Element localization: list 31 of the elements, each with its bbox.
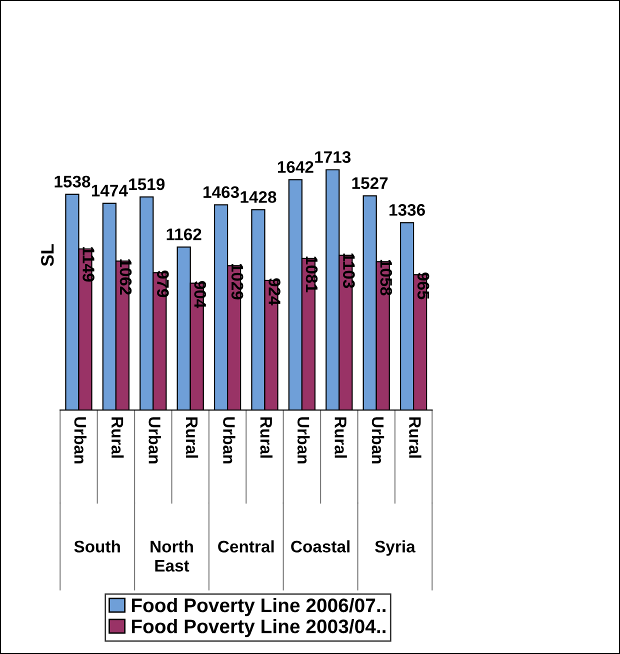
text: Syria xyxy=(375,540,416,556)
data-label: 1527 xyxy=(352,177,388,190)
data-label: 1474 xyxy=(92,184,128,196)
x-tick-label: Urban xyxy=(372,417,384,464)
x-tick-label: Urban xyxy=(148,417,161,464)
y-axis-title: SL xyxy=(41,244,54,266)
legend-label: Food Poverty Line 2006/07.. xyxy=(132,598,386,616)
data-label: 1058 xyxy=(380,260,392,296)
x-tick-label: Rural xyxy=(409,417,422,458)
data-label: 1336 xyxy=(390,204,425,216)
text: Central xyxy=(218,540,274,552)
text: South xyxy=(74,540,120,552)
legend-label: Food Poverty Line 2003/04.. xyxy=(132,618,386,638)
data-label: 1428 xyxy=(240,191,276,203)
x-tick-label: Rural xyxy=(186,417,198,458)
x-tick-label: Rural xyxy=(334,417,347,458)
x-tick-label: Urban xyxy=(74,417,87,464)
data-label: 1463 xyxy=(204,186,239,198)
data-label: 1642 xyxy=(278,161,314,173)
data-label: 1519 xyxy=(129,178,165,190)
data-label: 1149 xyxy=(82,247,94,282)
data-label: 1538 xyxy=(54,176,90,188)
x-tick-label: Urban xyxy=(297,417,310,464)
data-label: 1103 xyxy=(343,254,355,288)
x-tick-label: Urban xyxy=(223,417,236,464)
data-label: 1713 xyxy=(315,151,351,163)
data-label: 1162 xyxy=(166,228,202,240)
x-tick-label: Rural xyxy=(260,417,273,458)
text: Coastal xyxy=(291,540,350,552)
x-tick-label: Rural xyxy=(111,417,124,458)
text: North East xyxy=(150,540,193,572)
